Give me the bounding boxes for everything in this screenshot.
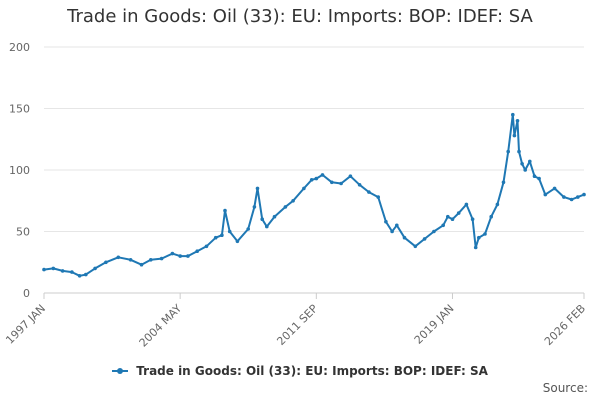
data-point xyxy=(84,272,88,277)
data-point xyxy=(283,205,288,209)
data-point xyxy=(495,202,500,207)
data-point xyxy=(204,244,209,249)
data-point xyxy=(348,174,353,178)
data-point xyxy=(265,224,269,229)
data-point xyxy=(260,217,265,221)
data-point xyxy=(320,173,325,177)
data-point xyxy=(537,176,541,181)
legend[interactable]: Trade in Goods: Oil (33): EU: Imports: B… xyxy=(0,364,600,378)
data-point xyxy=(511,112,515,117)
data-point xyxy=(489,214,494,219)
data-point xyxy=(139,262,144,267)
data-point xyxy=(562,195,566,199)
data-point xyxy=(506,149,511,154)
x-tick-label: 2011 SEP xyxy=(274,302,320,348)
data-point xyxy=(395,223,399,228)
data-point xyxy=(104,260,108,265)
data-point xyxy=(223,208,227,213)
data-point xyxy=(330,180,334,185)
data-point xyxy=(227,229,232,234)
data-point xyxy=(77,274,82,278)
data-point xyxy=(170,251,175,256)
x-tick-label: 2019 JAN xyxy=(412,302,457,347)
data-point xyxy=(390,229,394,234)
series-line xyxy=(43,113,585,277)
data-point xyxy=(220,233,224,237)
data-point xyxy=(470,217,475,221)
data-point xyxy=(252,205,257,209)
data-point xyxy=(70,270,74,274)
data-point xyxy=(402,235,407,240)
data-point xyxy=(528,159,532,164)
y-tick-label: 200 xyxy=(9,41,30,54)
data-point xyxy=(384,219,388,224)
data-point xyxy=(178,254,182,258)
data-point xyxy=(520,162,524,166)
data-point xyxy=(477,235,481,240)
data-point xyxy=(501,180,506,185)
data-point xyxy=(483,232,487,236)
y-tick-label: 150 xyxy=(9,103,30,116)
data-point xyxy=(149,258,153,262)
data-point xyxy=(195,249,199,253)
data-point xyxy=(255,186,260,191)
data-point xyxy=(302,186,306,191)
y-tick-label: 50 xyxy=(16,226,30,239)
x-tick-label: 1997 JAN xyxy=(3,302,48,347)
data-point xyxy=(532,174,537,178)
data-point xyxy=(464,202,469,207)
data-point xyxy=(512,133,517,138)
data-point xyxy=(413,244,418,249)
data-point xyxy=(569,197,574,202)
data-point xyxy=(515,119,520,123)
data-point xyxy=(246,227,250,231)
data-point xyxy=(116,255,121,260)
data-point xyxy=(128,258,133,262)
data-point xyxy=(523,168,527,172)
data-point xyxy=(456,211,461,215)
data-point xyxy=(446,214,450,219)
data-point xyxy=(93,266,97,271)
data-point xyxy=(314,176,319,181)
data-point xyxy=(432,229,436,234)
legend-swatch xyxy=(112,367,129,374)
data-point xyxy=(552,186,557,191)
y-tick-label: 0 xyxy=(23,287,30,300)
data-point xyxy=(357,183,362,187)
source-label: Source: xyxy=(542,381,588,395)
data-point xyxy=(367,190,371,194)
data-point xyxy=(422,237,427,241)
legend-label: Trade in Goods: Oil (33): EU: Imports: B… xyxy=(136,364,488,378)
data-point xyxy=(543,192,548,197)
data-point xyxy=(42,267,46,272)
y-tick-label: 100 xyxy=(9,164,30,177)
data-point xyxy=(235,239,240,244)
data-point xyxy=(582,192,586,197)
data-point xyxy=(51,266,56,271)
data-point xyxy=(517,149,521,154)
x-tick-label: 2026 FEB xyxy=(542,302,588,348)
data-point xyxy=(309,178,314,182)
chart-title: Trade in Goods: Oil (33): EU: Imports: B… xyxy=(67,6,533,27)
data-point xyxy=(213,235,218,240)
grid-lines xyxy=(44,46,584,294)
series xyxy=(42,112,586,278)
x-tick-label: 2004 MAY xyxy=(137,302,185,350)
data-point xyxy=(60,269,65,273)
data-point xyxy=(186,254,190,258)
data-point xyxy=(441,223,446,228)
data-point xyxy=(272,214,277,219)
data-point xyxy=(576,195,580,199)
data-point xyxy=(376,195,381,199)
data-point xyxy=(450,217,455,221)
data-point xyxy=(291,199,295,203)
data-point xyxy=(473,245,478,250)
data-point xyxy=(159,256,164,261)
data-point xyxy=(339,181,343,186)
